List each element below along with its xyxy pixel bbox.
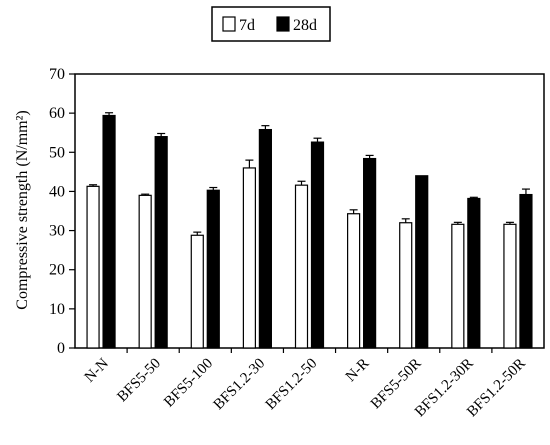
x-tick-label-BFS1.2-50: BFS1.2-50 <box>263 356 321 414</box>
y-tick-label-10: 10 <box>49 301 65 318</box>
y-tick-label-40: 40 <box>49 183 65 200</box>
bar-7d-N-N <box>86 185 100 349</box>
x-tick-label-N-N: N-N <box>82 355 112 385</box>
y-tick-label-60: 60 <box>49 105 65 122</box>
x-tick-label-BFS5-50: BFS5-50 <box>114 356 164 406</box>
bar-7d-BFS5-50R <box>399 222 413 349</box>
bar-7d-BFS1.2-50 <box>294 184 309 349</box>
legend: 7d 28d <box>211 6 331 42</box>
x-tick-label-N-R: N-R <box>343 356 373 386</box>
bar-28d-BFS1.2-30R <box>467 197 481 349</box>
bar-28d-BFS5-50R <box>415 175 429 349</box>
bar-28d-BFS5-100 <box>206 189 220 349</box>
bar-28d-BFS1.2-50R <box>519 193 533 349</box>
x-tick-label-BFS1.2-30: BFS1.2-30 <box>211 356 269 414</box>
bar-7d-BFS1.2-30R <box>451 223 465 349</box>
y-tick-label-20: 20 <box>49 262 65 279</box>
legend-swatch-7d <box>222 16 236 32</box>
bar-7d-BFS1.2-50R <box>503 223 517 349</box>
legend-label-7d: 7d <box>239 17 255 34</box>
y-tick-label-0: 0 <box>57 340 65 357</box>
legend-swatch-28d <box>276 16 290 32</box>
bar-7d-N-R <box>347 213 361 349</box>
legend-label-28d: 28d <box>293 17 317 34</box>
y-tick-label-50: 50 <box>49 144 65 161</box>
y-axis-label: Compressive strength (N/mm²) <box>14 110 31 309</box>
bar-28d-BFS1.2-30 <box>258 128 272 349</box>
plot-frame <box>74 73 545 349</box>
bar-7d-BFS5-50 <box>138 194 152 349</box>
x-tick-label-BFS5-100: BFS5-100 <box>161 356 216 411</box>
bar-28d-N-N <box>102 114 116 349</box>
bar-7d-BFS1.2-30 <box>242 167 256 349</box>
y-tick-label-30: 30 <box>49 223 65 240</box>
bar-28d-N-R <box>363 157 377 349</box>
bar-7d-BFS5-100 <box>190 234 204 349</box>
bar-28d-BFS5-50 <box>154 136 168 349</box>
y-tick-label-70: 70 <box>49 66 65 83</box>
bar-28d-BFS1.2-50 <box>310 141 325 349</box>
